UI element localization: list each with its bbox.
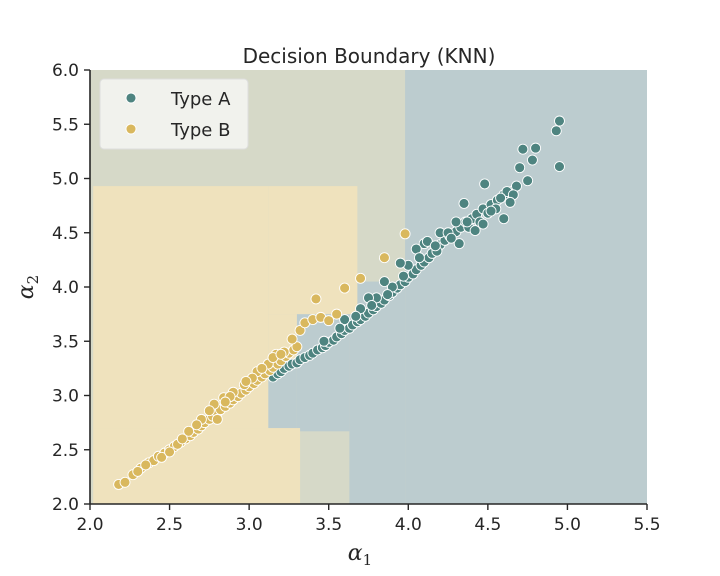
point-type-a [479,178,491,190]
point-type-b [286,333,298,345]
point-type-a [366,299,378,311]
x-tick-label: 4.0 [395,515,422,535]
point-type-b [156,451,168,463]
y-axis-label: α2 [14,275,42,299]
y-ticks: 2.0 2.5 3.0 3.5 4.0 4.5 5.0 5.5 6.0 [52,61,90,515]
point-type-b [378,252,390,264]
point-type-b [275,348,287,360]
point-type-b [211,413,223,425]
point-type-a [445,232,457,244]
point-type-a [394,257,406,269]
legend-box [99,78,249,150]
point-type-b [203,405,215,417]
point-type-b [140,459,152,471]
point-type-a [514,162,526,174]
x-tick-label: 3.5 [315,515,342,535]
point-type-b [323,315,335,327]
point-type-a [550,125,562,137]
y-tick-label: 3.0 [52,387,79,407]
point-type-b [119,476,131,488]
x-axis-label-sub: 1 [363,551,373,569]
point-type-a [522,175,534,187]
point-type-a [554,161,565,173]
point-type-b [256,362,268,374]
x-axis-label: α1 [348,541,372,569]
point-type-a [517,143,529,155]
point-type-a [495,192,507,204]
point-type-a [461,216,473,228]
x-tick-label: 2.0 [76,515,103,535]
point-type-a [554,115,565,127]
y-tick-label: 3.5 [52,332,79,352]
decision-region-1 [405,70,647,504]
legend-label-type-b: Type B [170,120,230,141]
point-type-a [334,322,346,334]
y-tick-label: 5.0 [52,170,79,190]
point-type-b [310,293,322,305]
y-tick-label: 2.0 [52,495,79,515]
legend-entries: Type A Type B [125,89,231,141]
data-points [113,115,565,490]
y-axis-label-main: α [14,284,39,299]
y-axis-label-sub: 2 [24,275,42,285]
point-type-a [350,310,362,322]
point-type-a [504,196,516,208]
x-tick-label: 5.0 [554,515,581,535]
x-axis-label-main: α [348,541,363,566]
point-type-b [339,282,351,294]
x-tick-label: 2.5 [156,515,183,535]
point-type-b [191,419,203,431]
legend-marker-type-b [125,123,137,135]
x-tick-label: 5.5 [633,515,660,535]
y-tick-label: 6.0 [52,61,79,81]
y-tick-label: 2.5 [52,441,79,461]
x-ticks: 2.0 2.5 3.0 3.5 4.0 4.5 5.0 5.5 [76,504,661,535]
x-tick-label: 4.5 [474,515,501,535]
x-tick-label: 3.0 [236,515,263,535]
point-type-a [413,252,425,264]
point-type-a [485,205,497,217]
point-type-a [382,289,394,301]
point-type-a [429,240,441,252]
legend-label-type-a: Type A [170,89,231,110]
point-type-b [132,466,144,477]
point-type-a [398,270,409,282]
point-type-a [450,216,462,228]
point-type-a [477,218,489,230]
point-type-b [240,375,252,387]
point-type-a [469,225,481,237]
y-tick-label: 5.5 [52,115,79,135]
legend: Type A Type B [99,78,249,150]
chart-title: Decision Boundary (KNN) [243,44,496,68]
point-type-a [378,276,390,288]
point-type-b [355,272,366,284]
decision-region-5 [93,428,301,504]
point-type-b [399,228,411,240]
point-type-a [526,154,538,166]
y-tick-label: 4.5 [52,224,79,244]
y-tick-label: 4.0 [52,278,79,298]
point-type-a [453,238,465,250]
point-type-b [183,425,195,437]
point-type-b [164,446,176,458]
legend-marker-type-a [125,92,137,104]
decision-region-6 [93,186,269,429]
point-type-b [219,396,231,408]
point-type-a [339,314,351,325]
point-type-a [530,142,542,154]
point-type-a [458,198,470,209]
point-type-a [318,335,330,347]
point-type-b [331,308,343,320]
point-type-a [498,213,510,225]
point-type-b [176,433,188,445]
